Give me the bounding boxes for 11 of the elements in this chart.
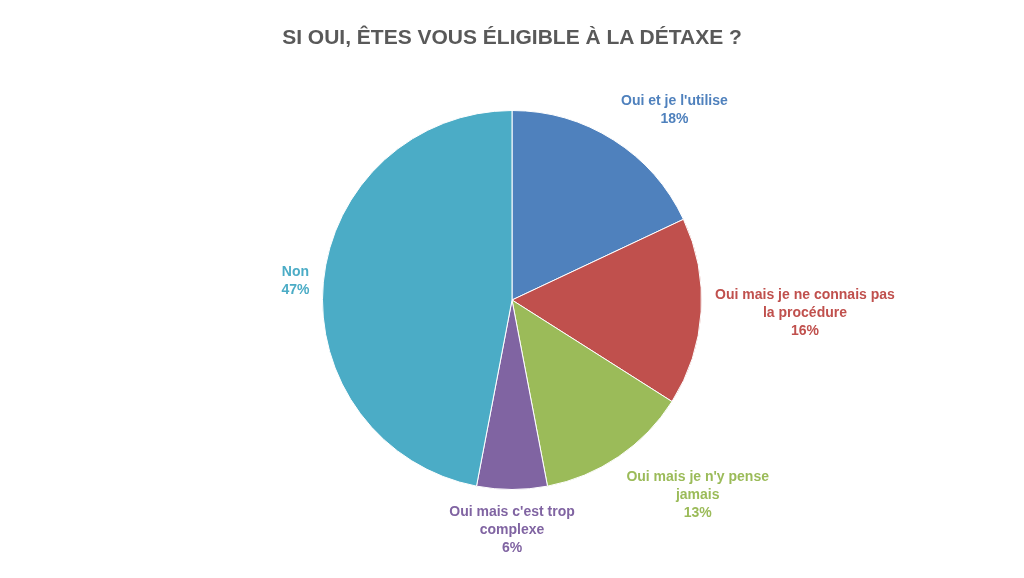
data-label: 47% [281, 280, 310, 297]
data-label: 6% [501, 539, 523, 556]
slice-label: Oui mais c'est trop complexe [449, 503, 575, 538]
data-label: 16% [790, 321, 820, 338]
chart-title: SI OUI, ÊTES VOUS ÉLIGIBLE À LA DÉTAXE ? [282, 24, 742, 48]
slice-label: Oui et je l'utilise [621, 92, 729, 109]
slice-label: Oui mais je n'y pense jamais [626, 468, 770, 503]
slice-label: Non [281, 262, 309, 279]
slice-label: Oui mais je ne connais pas la procédure [715, 285, 896, 320]
data-label: 13% [683, 504, 713, 521]
data-label: 18% [660, 110, 689, 127]
